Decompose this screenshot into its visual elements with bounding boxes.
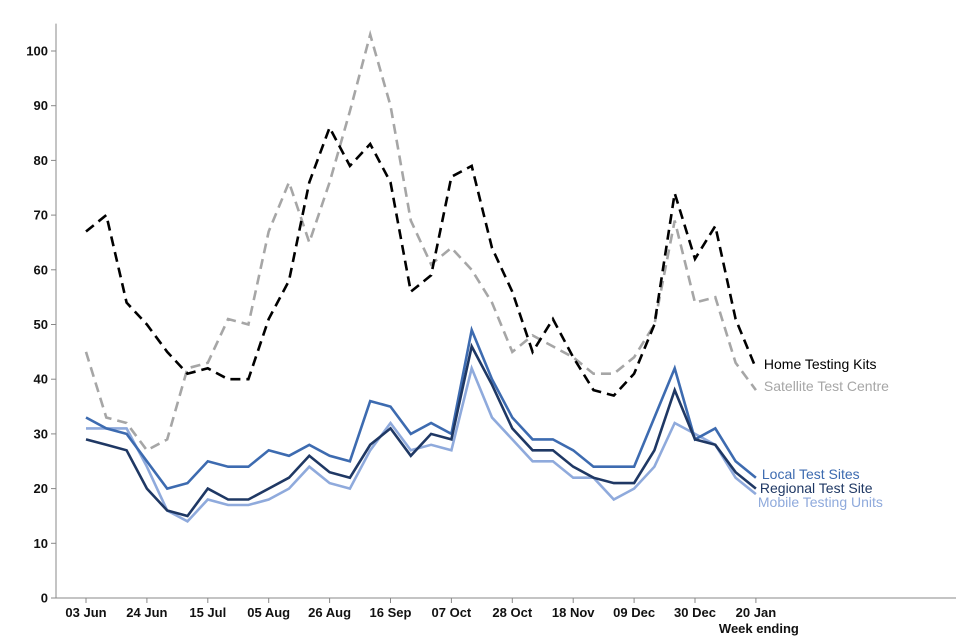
x-tick-label: 09 Dec	[613, 605, 655, 620]
y-tick-label: 40	[34, 372, 48, 387]
series-label-regional-test-site: Regional Test Site	[760, 480, 873, 496]
series-label-home-testing-kits: Home Testing Kits	[764, 356, 877, 372]
x-axis: 03 Jun 24 Jun 15 Jul 05 Aug 26 Aug 16 Sep 07 O…	[56, 597, 956, 620]
y-tick-label: 90	[34, 98, 48, 113]
series-line-local-test-sites	[85, 325, 757, 491]
series-label-mobile-testing-units: Mobile Testing Units	[758, 494, 883, 510]
y-tick-label: 80	[34, 153, 48, 168]
x-tick-label: 28 Oct	[492, 605, 532, 620]
y-tick-label: 0	[41, 591, 48, 606]
series-line-mobile-testing-units	[86, 364, 757, 524]
y-axis: 0 10 20 30 40 50 60 70 80 90 100	[26, 23, 57, 606]
x-tick-label: 05 Aug	[247, 605, 290, 620]
x-tick-label: 26 Aug	[308, 605, 351, 620]
series-line-regional-test-site	[85, 342, 757, 518]
series-line-home-testing-kits	[85, 124, 758, 398]
y-tick-label: 10	[34, 536, 48, 551]
y-tick-label: 20	[34, 481, 48, 496]
series-line-satellite-test-centre	[84, 29, 757, 452]
x-tick-label: 16 Sep	[370, 605, 412, 620]
series-label-local-test-sites: Local Test Sites	[762, 466, 860, 482]
series-labels: Satellite Test Centre Home Testing Kits Mo…	[758, 356, 889, 510]
series-lines	[84, 29, 758, 524]
y-tick-label: 30	[34, 426, 48, 441]
y-tick-label: 70	[34, 208, 48, 223]
x-tick-label: 30 Dec	[674, 605, 716, 620]
y-tick-label: 50	[34, 317, 48, 332]
x-tick-label: 18 Nov	[552, 605, 595, 620]
x-tick-label: 20 Jan	[736, 605, 777, 620]
x-tick-label: 07 Oct	[432, 605, 472, 620]
x-tick-label: 24 Jun	[126, 605, 167, 620]
y-tick-label: 100	[26, 44, 48, 59]
y-tick-label: 60	[34, 262, 48, 277]
x-tick-label: 03 Jun	[65, 605, 106, 620]
x-tick-label: 15 Jul	[189, 605, 226, 620]
x-axis-title: Week ending	[719, 621, 799, 636]
series-label-satellite-test-centre: Satellite Test Centre	[764, 378, 889, 394]
